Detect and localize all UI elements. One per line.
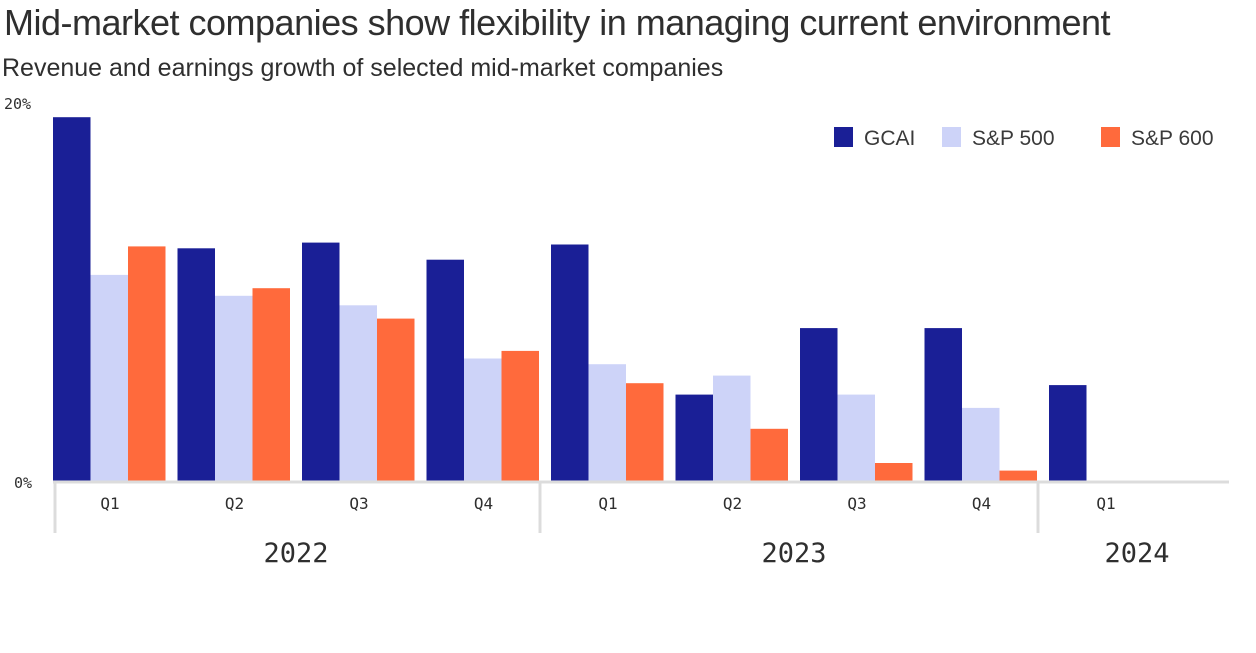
chart-title: Mid-market companies show flexibility in… xyxy=(4,2,1111,43)
axis-layer: 0% 20% 2022 2023 2024 Q1 Q2 Q3 Q4 Q1 Q2 Q3 Q4 Q1 xyxy=(4,95,1229,569)
bars-layer xyxy=(53,117,1087,482)
year-label-2022: 2022 xyxy=(263,538,328,569)
bar-s-p-500-3 xyxy=(339,305,377,482)
x-tick-label-2: Q2 xyxy=(225,494,244,513)
bar-s-p-600-1 xyxy=(128,246,166,482)
bar-s-p-500-6 xyxy=(713,375,751,482)
x-tick-label-5: Q1 xyxy=(598,494,617,513)
bar-gcai-5 xyxy=(551,244,589,482)
y-tick-label-0: 0% xyxy=(14,474,32,492)
bar-gcai-8 xyxy=(924,328,962,482)
y-tick-label-20: 20% xyxy=(4,95,31,113)
x-tick-label-4: Q4 xyxy=(474,494,493,513)
x-tick-label-7: Q3 xyxy=(847,494,866,513)
bar-s-p-500-5 xyxy=(588,364,626,482)
bar-s-p-600-5 xyxy=(626,383,664,482)
legend-label-gcai: GCAI xyxy=(864,127,915,150)
legend-swatch-s-p-500 xyxy=(942,127,961,147)
x-tick-label-1: Q1 xyxy=(100,494,119,513)
bar-s-p-600-8 xyxy=(999,470,1037,482)
x-tick-label-9: Q1 xyxy=(1096,494,1115,513)
year-label-2024: 2024 xyxy=(1104,538,1169,569)
x-tick-label-6: Q2 xyxy=(723,494,742,513)
legend-label-s-p-600: S&P 600 xyxy=(1131,127,1214,150)
bar-s-p-600-3 xyxy=(377,318,415,482)
bar-gcai-2 xyxy=(177,248,215,482)
bar-s-p-500-1 xyxy=(90,274,128,482)
bar-s-p-600-7 xyxy=(875,463,913,482)
legend: GCAI S&P 500 S&P 600 xyxy=(834,127,1214,150)
bar-s-p-600-4 xyxy=(501,350,539,482)
legend-swatch-gcai xyxy=(834,127,853,147)
bar-s-p-600-2 xyxy=(252,288,290,482)
bar-s-p-500-8 xyxy=(962,407,1000,482)
bar-gcai-6 xyxy=(675,394,713,482)
bar-gcai-4 xyxy=(426,259,464,482)
bar-gcai-3 xyxy=(302,242,340,482)
year-label-2023: 2023 xyxy=(761,538,826,569)
bar-gcai-7 xyxy=(800,328,838,482)
bar-gcai-9 xyxy=(1049,385,1087,482)
bar-gcai-1 xyxy=(53,117,91,482)
bar-s-p-500-4 xyxy=(464,358,502,482)
chart-subtitle: Revenue and earnings growth of selected … xyxy=(2,54,724,82)
bar-s-p-500-2 xyxy=(215,295,253,482)
x-tick-label-3: Q3 xyxy=(349,494,368,513)
x-tick-label-8: Q4 xyxy=(972,494,991,513)
legend-swatch-s-p-600 xyxy=(1101,127,1120,147)
legend-label-s-p-500: S&P 500 xyxy=(972,127,1055,150)
bar-s-p-500-7 xyxy=(837,394,875,482)
bar-s-p-600-6 xyxy=(750,428,788,482)
